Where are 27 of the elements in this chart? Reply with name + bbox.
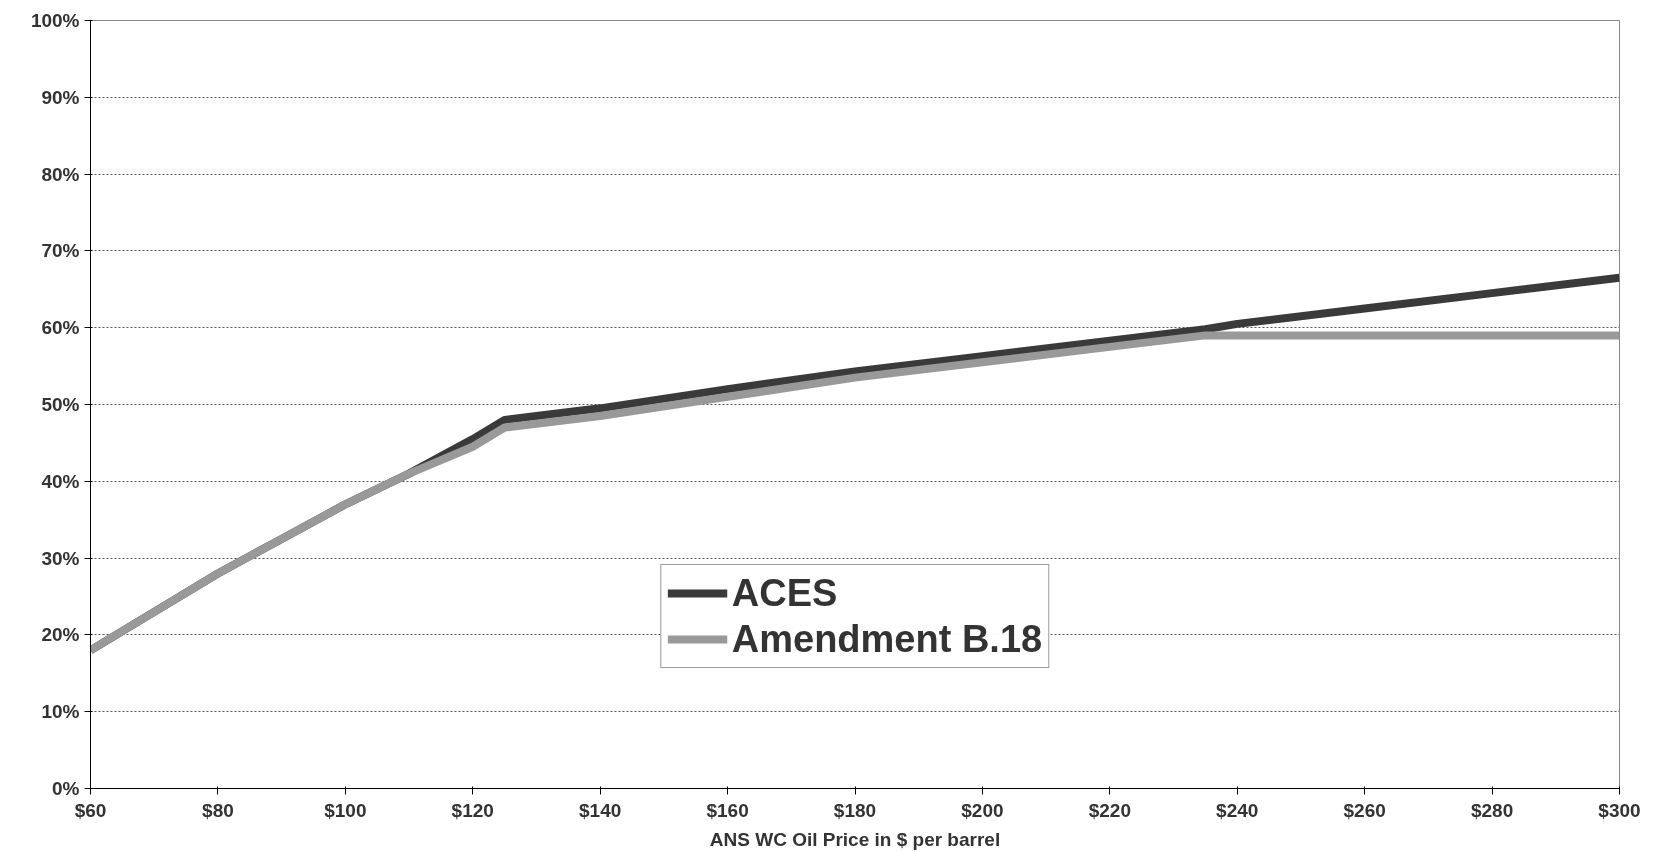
x-tick-label: $280 [1470,799,1514,821]
legend-label: Amendment B.18 [731,617,1043,661]
y-tick-label: 90% [41,86,80,108]
y-tick-label: 60% [41,317,80,339]
y-tick-label: 30% [41,547,80,569]
y-tick-label: 100% [30,10,80,31]
y-tick-label: 50% [41,394,80,415]
x-tick-label: $60 [74,799,107,821]
x-tick-label: $140 [579,799,622,821]
y-tick-label: 10% [41,701,80,723]
x-tick-label: $120 [451,799,494,821]
x-tick-label: $160 [706,799,749,821]
x-tick-label: $200 [961,799,1004,821]
x-tick-label: $300 [1598,799,1641,821]
x-tick-label: $80 [202,799,234,821]
y-tick-label: 70% [41,240,80,262]
x-tick-label: $180 [833,799,877,821]
x-tick-label: $100 [324,799,367,821]
y-tick-label: 0% [52,778,80,799]
x-tick-label: $220 [1088,799,1131,821]
x-tick-label: $240 [1216,799,1259,821]
legend-label: ACES [731,571,838,615]
y-tick-label: 40% [41,470,80,492]
x-axis-title: ANS WC Oil Price in $ per barrel [709,828,1001,850]
y-tick-label: 80% [41,163,80,185]
x-tick-label: $260 [1343,799,1386,821]
y-tick-label: 20% [41,624,80,646]
